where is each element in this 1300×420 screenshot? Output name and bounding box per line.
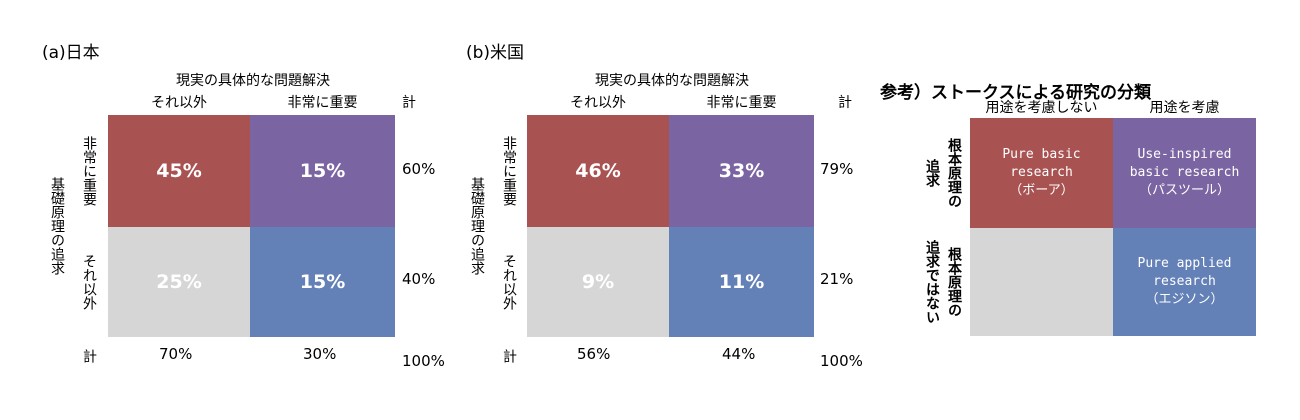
cell-important-other-usa: 46% xyxy=(527,115,669,227)
ref-row-header-pursuit-line1: 根本原理の xyxy=(946,138,962,208)
col-total-label-usa: 計 xyxy=(501,349,517,363)
ref-cell-bohr: Pure basic research （ボーア） xyxy=(970,118,1113,228)
y-axis-title-japan: 基礎原理の追求 xyxy=(49,177,65,275)
col-total-important-usa: 44% xyxy=(722,345,756,363)
col-header-other-japan: それ以外 xyxy=(151,95,207,111)
ref-row-header-pursuit-line2: 追求 xyxy=(924,159,940,187)
col-header-important-usa: 非常に重要 xyxy=(706,95,777,111)
ref-bohr-line3: （ボーア） xyxy=(1009,183,1074,198)
ref-edison-line2: research xyxy=(1153,274,1216,289)
y-axis-title-usa: 基礎原理の追求 xyxy=(469,177,485,275)
row-header-other-usa: それ以外 xyxy=(501,254,517,310)
ref-row-header-not-pursuit-line1: 根本原理の xyxy=(946,247,962,317)
ref-pasteur-line3: （パスツール） xyxy=(1138,183,1230,198)
total-header-usa: 計 xyxy=(838,95,852,111)
col-total-other-japan: 70% xyxy=(159,345,193,363)
ref-cell-empty xyxy=(970,228,1113,336)
grand-total-usa: 100% xyxy=(820,352,863,370)
col-total-important-japan: 30% xyxy=(303,345,337,363)
ref-edison-line3: （エジソン） xyxy=(1145,292,1224,307)
ref-col-header-no-use: 用途を考慮しない xyxy=(985,100,1098,116)
ref-bohr-line1: Pure basic xyxy=(1002,147,1081,162)
grand-total-japan: 100% xyxy=(402,352,445,370)
ref-bohr-line2: research xyxy=(1010,165,1073,180)
ref-cell-pasteur: Use-inspired basic research （パスツール） xyxy=(1113,118,1256,228)
reference-title: 参考）ストークスによる研究の分類 xyxy=(880,83,1151,103)
x-axis-title-usa: 現実の具体的な問題解決 xyxy=(595,73,749,89)
row-total-other-usa: 21% xyxy=(820,270,854,288)
row-header-other-japan: それ以外 xyxy=(81,254,97,310)
ref-pasteur-line1: Use-inspired xyxy=(1137,147,1232,162)
cell-other-other-japan: 25% xyxy=(108,227,250,337)
cell-other-other-usa: 9% xyxy=(527,227,669,337)
row-total-other-japan: 40% xyxy=(402,270,436,288)
cell-important-other-japan: 45% xyxy=(108,115,250,227)
ref-row-header-not-pursuit: 根本原理の 追求ではない xyxy=(918,228,968,336)
ref-col-header-use: 用途を考慮 xyxy=(1149,100,1220,116)
col-header-important-japan: 非常に重要 xyxy=(287,95,358,111)
x-axis-title-japan: 現実の具体的な問題解決 xyxy=(176,73,330,89)
ref-row-header-pursuit: 根本原理の 追求 xyxy=(918,118,968,228)
cell-other-important-usa: 11% xyxy=(669,227,814,337)
ref-pasteur-line2: basic research xyxy=(1129,165,1240,180)
row-total-important-japan: 60% xyxy=(402,160,436,178)
ref-edison-line1: Pure applied xyxy=(1137,256,1232,271)
col-total-other-usa: 56% xyxy=(577,345,611,363)
ref-row-header-not-pursuit-line2: 追求ではない xyxy=(924,240,940,324)
total-header-japan: 計 xyxy=(402,95,416,111)
row-header-important-japan: 非常に重要 xyxy=(81,136,97,206)
row-total-important-usa: 79% xyxy=(820,160,854,178)
ref-cell-edison: Pure applied research （エジソン） xyxy=(1113,228,1256,336)
cell-other-important-japan: 15% xyxy=(250,227,395,337)
panel-title-japan: (a)日本 xyxy=(42,43,100,63)
col-total-label-japan: 計 xyxy=(81,349,97,363)
col-header-other-usa: それ以外 xyxy=(570,95,626,111)
panel-title-usa: (b)米国 xyxy=(466,43,525,63)
row-header-important-usa: 非常に重要 xyxy=(501,136,517,206)
cell-important-important-usa: 33% xyxy=(669,115,814,227)
cell-important-important-japan: 15% xyxy=(250,115,395,227)
